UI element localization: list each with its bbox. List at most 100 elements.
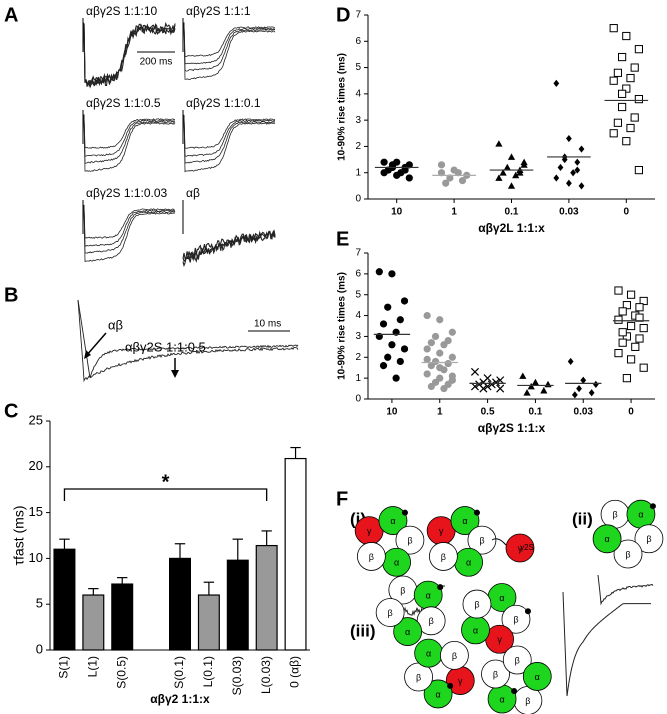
x-tick-label: 0 (αβ): [288, 656, 302, 688]
point: [427, 339, 435, 347]
subunit-label: β: [479, 535, 484, 545]
point: [380, 158, 388, 166]
subunit-label: β: [515, 655, 520, 665]
x-tick-label: 10: [386, 407, 398, 418]
binding-dot: [401, 509, 408, 516]
point: [436, 364, 444, 372]
subunit-label: γ: [458, 676, 463, 686]
point: [423, 355, 431, 363]
trace: [82, 114, 176, 149]
trace-label: αβ: [108, 317, 123, 332]
x-tick-label: 0.03: [574, 407, 594, 418]
trace: [82, 115, 176, 164]
point: [613, 118, 622, 127]
point: [576, 384, 582, 393]
y-tick-label: 6: [355, 268, 361, 279]
point: [503, 163, 511, 171]
point: [507, 182, 516, 189]
bar: [255, 544, 278, 651]
point: [440, 384, 448, 393]
binding-dot: [649, 503, 656, 510]
point: [553, 174, 560, 182]
x-tick-label: 10: [391, 207, 403, 218]
subunit: [423, 679, 453, 709]
y-tick-label: 4: [355, 310, 361, 321]
binding-dot: [447, 682, 454, 689]
point: [634, 45, 643, 54]
bar: [53, 548, 76, 651]
point: [618, 89, 627, 98]
point: [566, 179, 572, 187]
y-axis-label: 10-90% rise times (ms): [337, 272, 348, 380]
point: [613, 68, 622, 77]
diagram-label: (ii): [572, 509, 593, 528]
point: [609, 129, 618, 138]
y-tick-label: 15: [29, 504, 43, 519]
point: [618, 338, 627, 347]
x-tick-label: L(0.1): [201, 656, 215, 687]
binding-dot: [473, 509, 480, 516]
x-tick-label: 0.1: [505, 207, 519, 218]
panel-label: F: [336, 488, 348, 510]
point: [618, 52, 627, 62]
trace: [597, 574, 654, 606]
binding-dot: [437, 584, 444, 591]
subunit-label: γ: [367, 526, 372, 536]
subunit-label: α: [462, 516, 467, 526]
significance-bracket: [63, 488, 268, 501]
y-tick-label: 7: [355, 248, 361, 259]
point: [401, 166, 409, 174]
point: [609, 76, 618, 85]
subunit-label: β: [625, 549, 630, 559]
point: [639, 363, 648, 372]
point: [635, 313, 644, 322]
subunit-label: α: [535, 672, 540, 682]
point: [523, 389, 531, 396]
point: [491, 378, 501, 387]
trace: [82, 23, 176, 87]
y-tick-label: 3: [355, 331, 361, 342]
x-tick-label: S(1): [57, 656, 71, 679]
trace: [182, 114, 276, 164]
trace: [82, 21, 176, 88]
point: [495, 140, 503, 147]
x-axis-label: αβγ2S 1:1:x: [478, 421, 546, 435]
trace-label: αβγ2S 1:1:0.1: [186, 96, 261, 110]
x-tick-label: 0.1: [528, 407, 542, 418]
subunit-label: α: [499, 694, 504, 704]
subunit-label: α: [473, 625, 478, 635]
trace-label: αβγ2S 1:1:10: [86, 4, 158, 18]
subunit-label: β: [407, 535, 412, 545]
point: [622, 301, 631, 310]
x-tick-label: 1: [451, 207, 457, 218]
trace: [182, 114, 276, 157]
subunit-label: β: [474, 599, 479, 609]
subunit: [395, 525, 425, 555]
y-tick-label: 6: [355, 36, 361, 47]
point: [622, 31, 631, 41]
trace: [82, 113, 176, 172]
trace: [82, 204, 175, 239]
point: [609, 24, 618, 33]
subunit-label: α: [638, 510, 643, 520]
point: [531, 378, 540, 386]
point: [436, 316, 444, 324]
point: [423, 370, 431, 378]
point: [574, 158, 581, 166]
subunit-label: α: [604, 534, 609, 544]
point: [496, 376, 505, 385]
subunit: [481, 659, 510, 689]
point: [626, 290, 636, 299]
point: [570, 169, 576, 177]
x-tick-label: 1: [437, 407, 443, 418]
point: [580, 376, 587, 384]
subunit: [356, 542, 386, 571]
bar: [111, 583, 134, 651]
trace-label: αβγ2S 1:1:0.5: [125, 339, 206, 354]
y-tick-label: 0: [355, 194, 361, 205]
point: [566, 134, 572, 143]
y-tick-label: 7: [355, 10, 361, 21]
point: [499, 169, 507, 176]
subunit-label: β: [452, 651, 457, 661]
y-tick-label: 1: [355, 167, 361, 178]
